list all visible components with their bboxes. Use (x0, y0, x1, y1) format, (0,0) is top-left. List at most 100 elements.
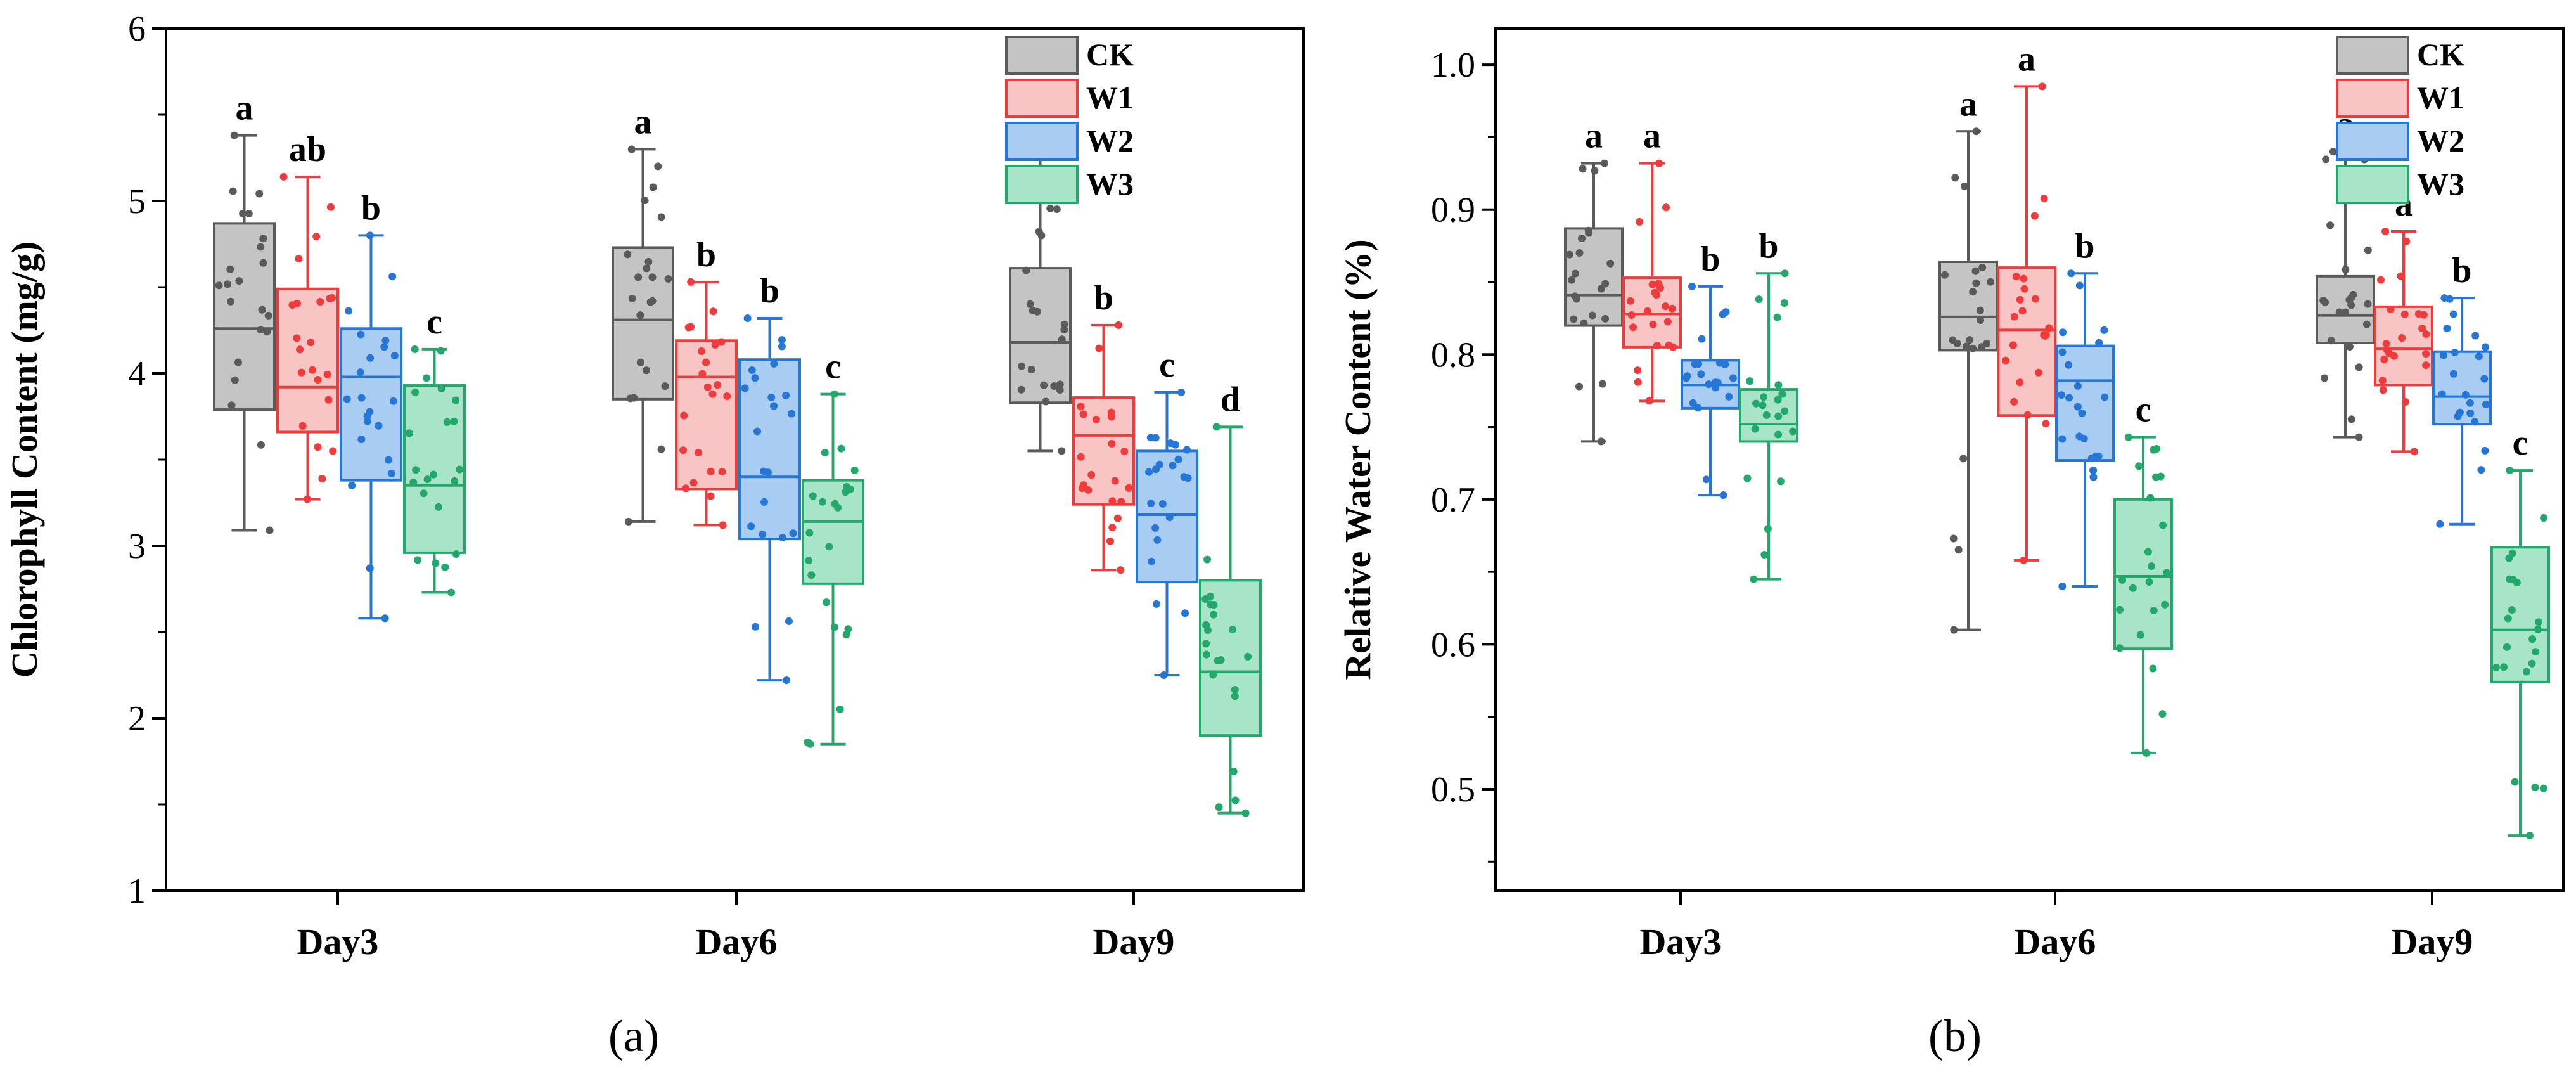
data-point (753, 427, 762, 436)
data-point (452, 396, 460, 404)
data-point (2326, 221, 2335, 229)
box-ck (213, 222, 276, 411)
data-point (818, 498, 826, 506)
data-point (357, 436, 366, 444)
panel-b-x-axis: Day3 Day6 Day9 (1640, 891, 2473, 962)
data-point (1950, 626, 1958, 634)
data-point (764, 468, 772, 477)
data-point (1774, 412, 1783, 420)
data-point (257, 326, 265, 334)
data-point (1107, 413, 1115, 421)
data-point (2078, 409, 2086, 417)
data-point (1725, 392, 1733, 401)
data-point (2508, 606, 2516, 614)
data-point (1977, 316, 1985, 325)
data-point (1601, 159, 1609, 167)
data-point (2031, 295, 2039, 303)
data-point (2380, 355, 2388, 363)
legend-swatch-w2 (1005, 122, 1079, 161)
data-point (257, 441, 265, 449)
data-point (789, 529, 797, 538)
data-point (2149, 664, 2157, 673)
box-w3 (1739, 388, 1798, 443)
data-point (1719, 310, 1727, 318)
data-point (2065, 394, 2073, 402)
data-point (1764, 525, 1772, 533)
data-point (2414, 309, 2423, 318)
data-point (297, 368, 305, 377)
data-point (2012, 273, 2020, 281)
data-point (1645, 397, 1653, 405)
data-point (2480, 375, 2489, 383)
data-point (2502, 643, 2511, 651)
data-point (2492, 663, 2500, 671)
data-point (2089, 467, 2098, 475)
data-point (2010, 397, 2018, 406)
data-point (259, 235, 267, 243)
data-point (1017, 385, 1025, 394)
data-point (441, 563, 449, 571)
data-point (1202, 650, 1210, 659)
data-point (2327, 337, 2335, 345)
data-point (1649, 320, 1657, 328)
data-point (2146, 494, 2155, 502)
data-point (1959, 455, 1968, 463)
data-point (1212, 423, 1221, 431)
data-point (2118, 576, 2127, 584)
data-point (687, 323, 695, 331)
y-tick-label: 0.7 (1431, 481, 1475, 520)
box-w2 (2055, 344, 2115, 462)
data-point (636, 358, 644, 366)
data-point (2506, 575, 2514, 583)
data-point (1117, 566, 1125, 574)
data-point (2449, 310, 2457, 318)
data-point (1746, 377, 1754, 385)
significance-letter: a (1585, 117, 1603, 156)
box-ck (1009, 267, 1072, 404)
data-point (1969, 288, 1977, 296)
data-point (357, 330, 365, 339)
data-point (1153, 536, 1162, 544)
data-point (307, 339, 315, 347)
data-point (2454, 412, 2462, 420)
data-point (1752, 399, 1760, 408)
data-point (2145, 578, 2153, 586)
data-point (2143, 749, 2151, 757)
data-point (1969, 344, 1977, 352)
data-point (834, 503, 842, 512)
data-point (2345, 342, 2354, 351)
data-point (215, 281, 223, 290)
data-point (1651, 288, 1659, 297)
data-point (1106, 537, 1114, 545)
data-point (1092, 415, 1100, 423)
data-point (770, 402, 778, 410)
data-point (2329, 148, 2337, 156)
data-point (2040, 194, 2048, 202)
data-point (1115, 321, 1123, 329)
data-point (707, 467, 715, 475)
data-point (2163, 569, 2171, 577)
data-point (411, 388, 420, 396)
data-point (1113, 514, 1122, 522)
data-point (2461, 391, 2470, 399)
box-w1 (1997, 266, 2056, 417)
panel-b-plot-area: aaaaaabbbbcc (1564, 39, 2550, 840)
panel-a-x-axis: Day3 Day6 Day9 (297, 891, 1174, 962)
data-point (1018, 362, 1026, 370)
legend-label-w1: W1 (2417, 80, 2464, 115)
data-point (2475, 352, 2483, 361)
data-point (1601, 314, 1610, 323)
data-point (363, 417, 371, 425)
data-point (1060, 320, 1068, 328)
data-point (2504, 614, 2512, 623)
data-point (2422, 350, 2430, 358)
data-point (380, 343, 388, 351)
y-tick-label: 5 (128, 182, 146, 221)
data-point (657, 445, 665, 453)
data-point (231, 376, 239, 384)
data-point (2449, 370, 2457, 378)
data-point (1962, 342, 1970, 351)
data-point (2540, 514, 2548, 522)
data-point (1037, 231, 1046, 240)
